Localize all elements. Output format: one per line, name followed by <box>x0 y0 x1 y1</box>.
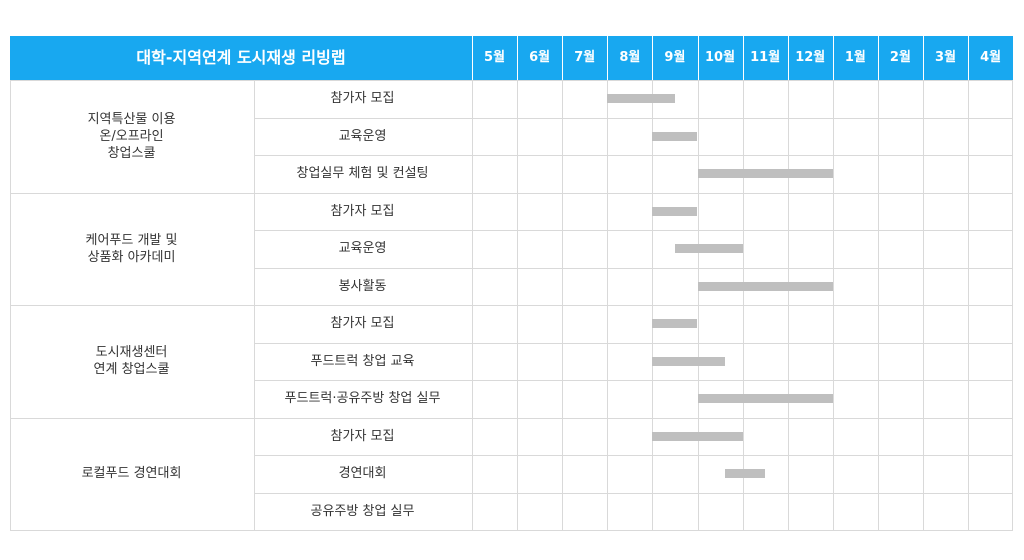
schedule-bar <box>697 281 833 291</box>
program-separator <box>10 305 1013 306</box>
month-header: 3월 <box>935 50 957 65</box>
program-name: 도시재생센터 연계 창업스쿨 <box>93 345 170 378</box>
schedule-bar <box>697 394 833 404</box>
header-divider <box>877 36 879 80</box>
schedule-bar <box>607 94 675 104</box>
task-label: 경연대회 <box>338 466 387 481</box>
task-label: 공유주방 창업 실무 <box>310 503 415 519</box>
program-name: 지역특산물 이용 온/오프라인 창업스쿨 <box>87 111 176 161</box>
task-label: 참가자 모집 <box>330 203 395 219</box>
header-divider <box>607 36 609 80</box>
task-separator <box>254 455 1013 456</box>
schedule-bar <box>724 469 766 479</box>
header-divider <box>742 36 744 80</box>
month-header: 7월 <box>574 50 596 65</box>
month-header: 2월 <box>889 50 911 65</box>
header-divider <box>923 36 924 80</box>
schedule-bar <box>652 131 698 141</box>
task-separator <box>254 155 1013 156</box>
month-header: 12월 <box>795 50 826 65</box>
task-label: 참가자 모집 <box>330 428 395 444</box>
task-separator <box>254 342 1013 344</box>
month-header: 8월 <box>619 50 641 65</box>
month-header: 11월 <box>750 50 781 65</box>
schedule-bar <box>652 206 698 216</box>
schedule-bar <box>652 356 725 366</box>
schedule-bar <box>697 169 833 179</box>
task-separator <box>254 117 1013 119</box>
task-separator <box>254 267 1013 269</box>
month-header: 1월 <box>844 50 866 65</box>
program-name: 로컬푸드 경연대회 <box>81 466 182 482</box>
header-divider <box>787 36 789 80</box>
schedule-title: 대학-지역연계 도시재생 리빙랩 <box>136 48 346 67</box>
task-label: 참가자 모집 <box>330 316 395 331</box>
task-label: 교육운영 <box>338 241 387 256</box>
header-divider <box>968 36 970 80</box>
month-header: 6월 <box>529 50 551 65</box>
task-label: 봉사활동 <box>338 278 387 294</box>
program-separator <box>10 530 1013 531</box>
schedule-bar <box>652 319 698 329</box>
header-divider <box>562 36 564 80</box>
header-divider <box>472 36 473 80</box>
header-bottom-line <box>10 80 1013 81</box>
program-separator <box>10 417 1013 419</box>
task-label: 푸드트럭·공유주방 창업 실무 <box>284 391 441 406</box>
header-divider <box>832 36 834 80</box>
month-header: 4월 <box>980 50 1002 65</box>
task-label: 푸드트럭 창업 교육 <box>310 353 415 369</box>
month-header: 5월 <box>484 50 506 65</box>
schedule-bar <box>652 431 743 441</box>
header-divider <box>652 36 654 80</box>
task-separator <box>254 380 1013 381</box>
task-separator <box>254 492 1013 494</box>
task-label: 창업실무 체험 및 컨설팅 <box>296 166 429 181</box>
task-label: 참가자 모집 <box>330 91 395 106</box>
header-divider <box>697 36 699 80</box>
program-name: 케어푸드 개발 및 상품화 아카데미 <box>85 232 178 265</box>
schedule-bar <box>674 244 743 254</box>
task-label: 교육운영 <box>338 128 387 144</box>
program-separator <box>10 192 1013 194</box>
month-header: 10월 <box>705 50 736 65</box>
header-row <box>10 36 1013 80</box>
month-header: 9월 <box>664 50 686 65</box>
task-separator <box>254 230 1013 231</box>
header-divider <box>517 36 519 80</box>
gantt-schedule-table: 대학-지역연계 도시재생 리빙랩 5월 6월 7월 8월 9월 10월 11월 12월 1월 2월… <box>10 36 1013 531</box>
